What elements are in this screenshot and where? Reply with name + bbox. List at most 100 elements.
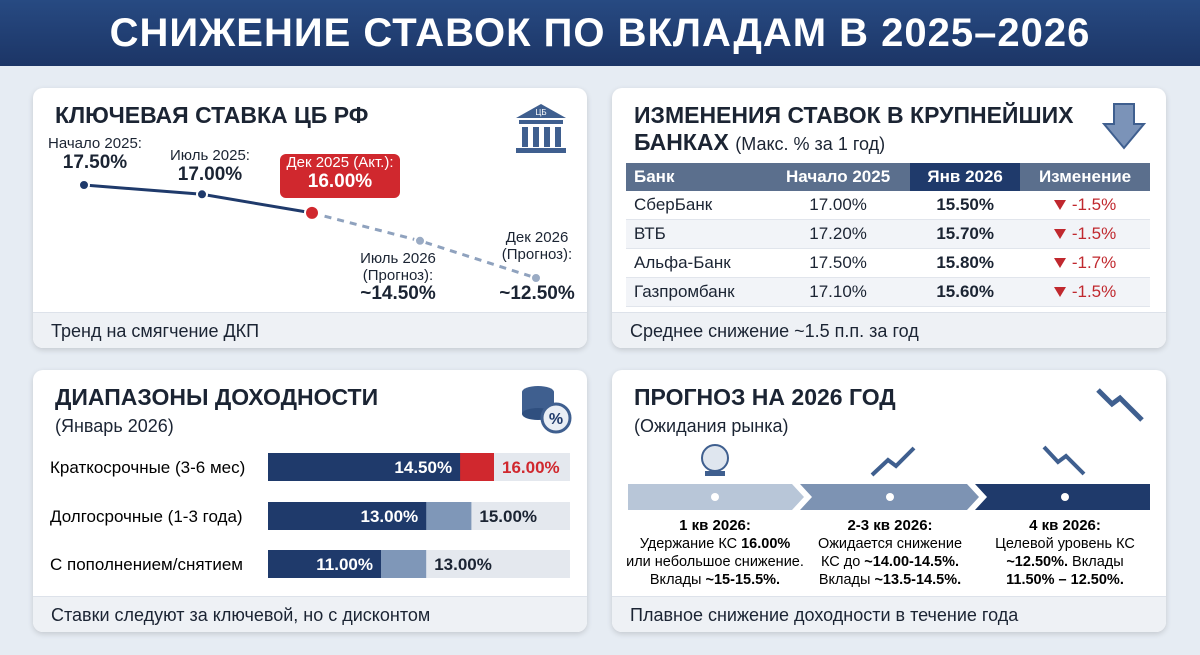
stage-text: ~13.5-14.5%. (874, 572, 961, 588)
stage-line: Целевой уровень КС (995, 536, 1135, 552)
point-label: Дек 2025 (Акт.): (286, 154, 393, 171)
table-row: Альфа-Банк 17.50% 15.80% -1.7% (626, 248, 1150, 278)
down-triangle (1053, 229, 1066, 239)
rate-point (414, 234, 426, 247)
table-cell: -1.5% (1020, 191, 1150, 220)
stage-text: ~15-15.5%. (706, 572, 781, 588)
stage-text: Целевой уровень КС (995, 536, 1135, 552)
change-value: -1.5% (1071, 195, 1117, 214)
point-label: Июль 2025: (170, 147, 250, 164)
panel-footer: Плавное снижение доходности в течение го… (612, 596, 1166, 632)
point-label: (Прогноз): (363, 267, 433, 284)
panel-subtitle: (Январь 2026) (55, 416, 174, 436)
table-cell: ВТБ (626, 219, 766, 249)
coins-icon: % (522, 386, 572, 434)
stage-text: Вклады (819, 572, 875, 588)
banner-title: СНИЖЕНИЕ СТАВОК ПО ВКЛАДАМ В 2025–2026 (0, 0, 1200, 66)
range-low (268, 453, 461, 481)
table-cell: 15.80% (910, 248, 1021, 278)
point-label: Июль 2026 (360, 250, 436, 267)
yield-panel: ДИАПАЗОНЫ ДОХОДНОСТИ (Январь 2026) Ставки… (33, 370, 587, 632)
range-low (268, 550, 381, 578)
table-cell: 15.50% (910, 191, 1021, 220)
high-label: 13.00% (434, 555, 492, 574)
point-value: ~14.50% (360, 283, 436, 304)
stage-text: 16.00% (741, 536, 790, 552)
panel-footer: Среднее снижение ~1.5 п.п. за год (612, 312, 1166, 348)
table-cell: -1.5% (1020, 277, 1150, 307)
table-cell: СберБанк (626, 191, 766, 220)
stage-text: Удержание КС (640, 536, 741, 552)
stage-line: 11.50% – 12.50%. (1006, 572, 1124, 588)
table-cell: 17.10% (765, 277, 911, 307)
stage-line: Ожидается снижение (818, 536, 962, 552)
point-label: Начало 2025: (48, 135, 142, 152)
title-line: БАНКАХ (634, 129, 729, 155)
point-label: (Прогноз): (502, 246, 572, 263)
point-value: ~12.50% (499, 283, 575, 304)
panel-title: ДИАПАЗОНЫ ДОХОДНОСТИ (Январь 2026) (55, 384, 378, 440)
stage-heading: 2-3 кв 2026: (847, 517, 932, 534)
high-label: 16.00% (502, 458, 560, 477)
table-header: Янв 2026 (910, 163, 1021, 191)
title-text: ДИАПАЗОНЫ ДОХОДНОСТИ (55, 384, 379, 410)
range-label: С пополнением/снятием (50, 555, 243, 574)
highlight-box (280, 154, 400, 198)
range-low (268, 502, 427, 530)
rate-point (530, 272, 542, 284)
stage-line: КС до ~14.00-14.5%. (821, 554, 959, 570)
banks-panel: ИЗМЕНЕНИЯ СТАВОК В КРУПНЕЙШИХ БАНКАХ (Мак… (612, 88, 1166, 348)
down-icon (1042, 445, 1086, 476)
timeline-dot (1061, 493, 1069, 501)
table-cell: -1.7% (1020, 248, 1150, 278)
table-header: Начало 2025 (765, 163, 911, 191)
range-label: Краткосрочные (3-6 мес) (50, 458, 245, 477)
table-cell: 17.00% (765, 191, 911, 220)
stage-text: 11.50% – 12.50%. (1006, 572, 1124, 588)
rate-point (78, 179, 90, 191)
table-header: Изменение (1020, 163, 1150, 191)
range-label: Долгосрочные (1-3 года) (50, 507, 243, 526)
down-triangle (1053, 200, 1066, 210)
stage-line: или небольшое снижение. (626, 554, 804, 570)
stage-heading: 4 кв 2026: (1029, 517, 1101, 534)
stage-text: или небольшое снижение. (626, 554, 804, 570)
stage-heading: 1 кв 2026: (679, 517, 751, 534)
banks-table: Банк Начало 2025 Янв 2026 Изменение СберБанк… (626, 163, 1150, 307)
point-label: Дек 2026 (506, 229, 569, 246)
title-text: ПРОГНОЗ НА 2026 ГОД (634, 384, 896, 410)
panel-title: ИЗМЕНЕНИЯ СТАВОК В КРУПНЕЙШИХ БАНКАХ (Мак… (634, 102, 1073, 158)
ball-icon (701, 444, 729, 476)
rate-line (83, 183, 313, 215)
icon-label: ЦБ (535, 108, 546, 117)
table-cell: -1.5% (1020, 219, 1150, 249)
icon-label: % (549, 411, 563, 428)
timeline-dot (886, 493, 894, 501)
low-label: 11.00% (316, 555, 373, 574)
down-arrow-icon (1101, 103, 1147, 150)
table-row: СберБанк 17.00% 15.50% -1.5% (626, 191, 1150, 220)
bank-icon: ЦБ (516, 104, 566, 153)
table-cell: 17.50% (765, 248, 911, 278)
panel-subtitle: (Ожидания рынка) (634, 416, 789, 436)
point-value: 16.00% (308, 171, 373, 192)
table-cell: 15.70% (910, 219, 1021, 249)
key-rate-panel: КЛЮЧЕВАЯ СТАВКА ЦБ РФ Тренд на смягчение… (33, 88, 587, 348)
change-value: -1.5% (1071, 224, 1117, 243)
panel-footer: Тренд на смягчение ДКП (33, 312, 587, 348)
point-value: 17.50% (63, 152, 128, 173)
table-cell: Альфа-Банк (626, 248, 766, 278)
table-cell: Газпромбанк (626, 277, 766, 307)
stage-line: ~12.50%. Вклады (1006, 554, 1123, 570)
high-label: 15.00% (479, 507, 537, 526)
stage-line: Удержание КС 16.00% (640, 536, 791, 552)
panel-title: КЛЮЧЕВАЯ СТАВКА ЦБ РФ (55, 102, 369, 128)
down-triangle (1053, 258, 1066, 268)
panel-title: ПРОГНОЗ НА 2026 ГОД (Ожидания рынка) (634, 384, 896, 440)
table-row: Газпромбанк 17.10% 15.60% -1.5% (626, 277, 1150, 307)
low-label: 14.50% (394, 458, 452, 477)
panel-footer: Ставки следуют за ключевой, но с дисконт… (33, 596, 587, 632)
change-value: -1.7% (1071, 253, 1117, 272)
